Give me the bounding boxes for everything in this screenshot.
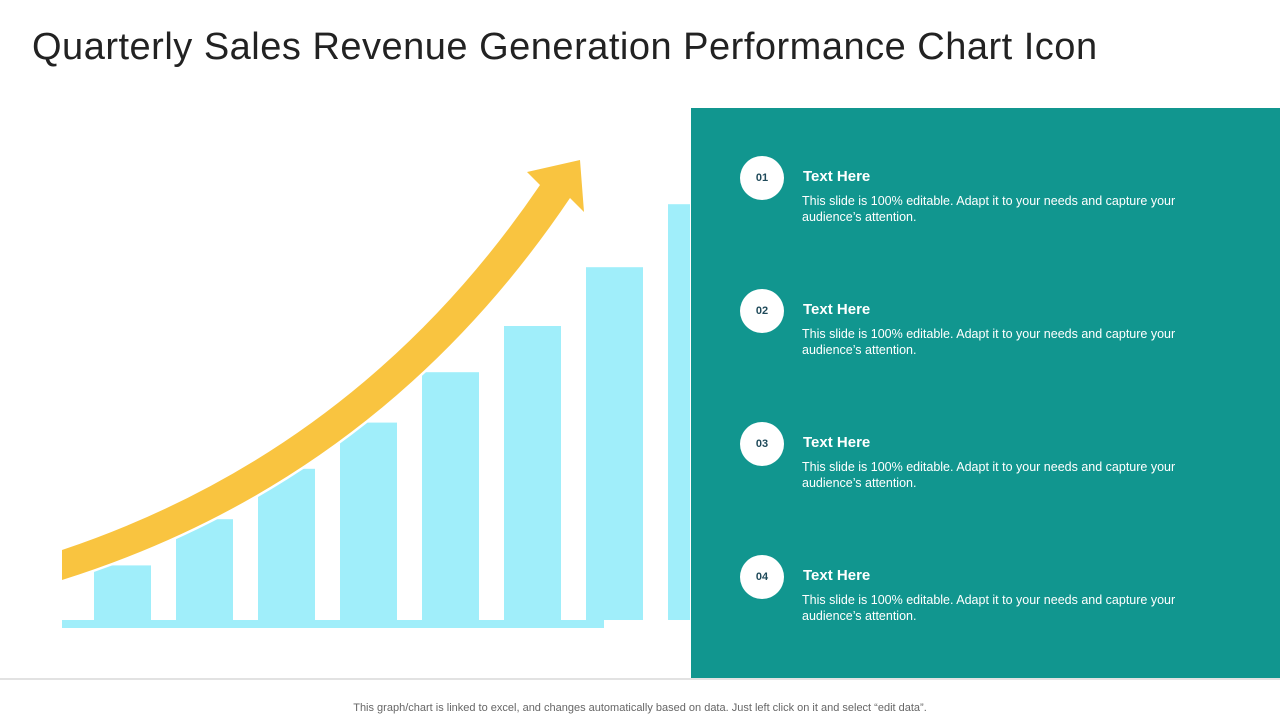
bar: [422, 372, 479, 620]
item-title: Text Here: [803, 567, 871, 584]
list-item: 03 Text Here This slide is 100% editable…: [691, 422, 1280, 512]
list-item: 01 Text Here This slide is 100% editable…: [691, 156, 1280, 246]
item-number-badge: 02: [740, 289, 784, 333]
item-number-badge: 03: [740, 422, 784, 466]
item-number-badge: 01: [740, 156, 784, 200]
bar: [258, 468, 315, 620]
bar: [586, 267, 643, 620]
info-panel: 01 Text Here This slide is 100% editable…: [691, 108, 1280, 678]
item-description: This slide is 100% editable. Adapt it to…: [802, 194, 1176, 224]
item-description: This slide is 100% editable. Adapt it to…: [802, 593, 1176, 623]
growth-arrow-icon: [59, 157, 587, 583]
footer-divider: [0, 678, 1280, 680]
chart-baseline: [62, 620, 604, 628]
item-description: This slide is 100% editable. Adapt it to…: [802, 460, 1176, 490]
item-number-badge: 04: [740, 555, 784, 599]
bar: [340, 422, 397, 620]
list-item: 04 Text Here This slide is 100% editable…: [691, 555, 1280, 645]
item-title: Text Here: [803, 434, 871, 451]
bar: [504, 326, 561, 620]
growth-chart-graphic: [59, 157, 690, 628]
bars-group: [94, 204, 690, 620]
item-title: Text Here: [803, 168, 871, 185]
item-title: Text Here: [803, 301, 871, 318]
page-title: Quarterly Sales Revenue Generation Perfo…: [32, 26, 1098, 68]
bar: [94, 565, 151, 620]
item-description: This slide is 100% editable. Adapt it to…: [802, 327, 1176, 357]
footer-note: This graph/chart is linked to excel, and…: [353, 702, 927, 714]
bar: [176, 519, 233, 620]
bar: [668, 204, 690, 620]
list-item: 02 Text Here This slide is 100% editable…: [691, 289, 1280, 379]
